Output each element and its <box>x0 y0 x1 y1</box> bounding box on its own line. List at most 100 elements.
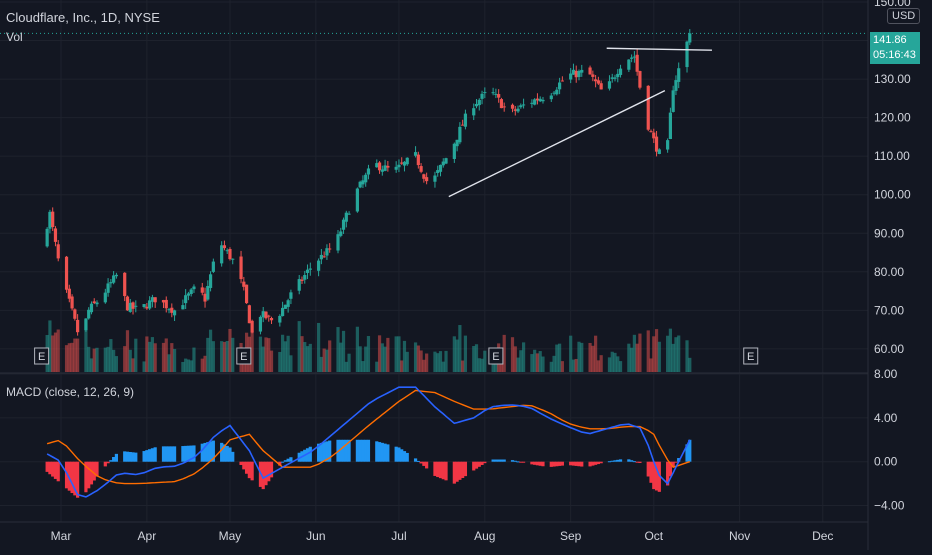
candle-body <box>497 94 501 98</box>
macd-hist-bar <box>463 461 468 477</box>
candle-body <box>125 296 130 311</box>
symbol-legend[interactable]: Cloudflare, Inc., 1D, NYSE <box>6 10 160 25</box>
candle-body <box>375 163 379 168</box>
volume-bar <box>305 346 310 372</box>
earnings-icon <box>743 347 759 365</box>
volume-bar <box>95 347 99 372</box>
volume-bar <box>142 361 146 372</box>
macd-hist-bar <box>383 443 387 462</box>
volume-bar <box>480 358 484 372</box>
candle-body <box>591 74 595 77</box>
candle-body <box>610 77 614 79</box>
volume-bar <box>319 356 323 372</box>
candle-body <box>134 305 138 307</box>
volume-bar <box>286 335 290 372</box>
macd-legend[interactable]: MACD (close, 12, 26, 9) <box>6 385 135 399</box>
candlesticks <box>45 29 692 336</box>
candle-body <box>67 288 71 299</box>
earnings-label: E <box>747 351 754 363</box>
volume-bar <box>668 328 672 372</box>
volume-bar <box>491 360 495 372</box>
candle-body <box>319 254 323 260</box>
volume-bar <box>106 346 110 372</box>
macd-hist-bar <box>521 461 526 463</box>
candle-body <box>510 104 515 109</box>
volume-bar <box>336 327 340 372</box>
macd-hist-bar <box>533 461 537 465</box>
macd-hist-bar <box>416 460 420 462</box>
volume-bar <box>206 337 210 372</box>
candle-body <box>671 90 675 112</box>
candle-body <box>364 174 368 183</box>
candle-body <box>289 292 293 299</box>
candle-body <box>128 302 132 312</box>
macd-hist-bar <box>203 442 207 462</box>
volume-bar <box>377 335 382 372</box>
price-tick-label: 80.00 <box>874 265 904 279</box>
last-price-badge: 141.86 05:16:43 <box>870 32 920 64</box>
macd-hist-bar <box>73 461 77 496</box>
candle-body <box>458 126 462 143</box>
candle-body <box>646 85 650 130</box>
macd-hist-bar <box>347 439 351 462</box>
candle-body <box>419 166 423 172</box>
currency-label[interactable]: USD <box>887 8 921 24</box>
volume-bar <box>569 335 573 372</box>
price-tick-label: 130.00 <box>874 72 911 86</box>
macd-hist-bar <box>610 460 614 462</box>
volume-bar <box>164 338 168 372</box>
volume-legend[interactable]: Vol <box>6 30 23 44</box>
candle-body <box>574 70 578 78</box>
macd-hist-bar <box>84 461 88 493</box>
volume-bar <box>64 345 69 372</box>
volume-bar <box>186 359 191 372</box>
macd-hist-bar <box>375 441 379 462</box>
candle-body <box>172 310 177 316</box>
volume-bar <box>463 335 468 372</box>
volume-bar <box>677 335 681 372</box>
macd-hist-bar <box>472 461 476 471</box>
candle-body <box>652 132 656 139</box>
candle-body <box>535 98 540 101</box>
candle-body <box>616 73 620 78</box>
volume-bar <box>519 350 523 372</box>
volume-bar <box>361 361 365 372</box>
macd-hist-bar <box>322 442 326 462</box>
candle-body <box>377 162 382 171</box>
volume-bar <box>344 361 348 372</box>
candle-body <box>170 307 174 313</box>
macd-hist-bar <box>128 451 132 462</box>
volume-bar <box>200 358 204 372</box>
volume-bar <box>341 330 346 372</box>
macd-hist-bar <box>164 446 168 462</box>
candle-body <box>109 282 113 284</box>
volume-bar <box>674 337 678 372</box>
macd-hist-bar <box>502 459 506 462</box>
macd-hist-bar <box>538 461 542 466</box>
volume-bar <box>203 355 207 372</box>
macd-hist-bar <box>67 461 71 491</box>
candle-body <box>308 268 312 270</box>
volume-bar <box>383 346 387 372</box>
volume-bar <box>577 341 581 372</box>
candle-body <box>394 166 398 170</box>
candle-body <box>413 152 418 156</box>
volume-bar <box>513 346 517 372</box>
volume-bar <box>538 351 542 372</box>
candle-body <box>635 54 639 72</box>
candle-body <box>92 301 96 304</box>
volume-bar <box>541 356 545 372</box>
macd-hist-bar <box>87 461 91 489</box>
macd-hist-bar <box>278 461 282 466</box>
volume-bar <box>325 349 329 372</box>
candle-body <box>123 272 127 297</box>
macd-hist-bar <box>461 461 465 478</box>
macd-hist-bar <box>366 439 371 462</box>
candle-body <box>571 69 576 75</box>
macd-hist-bar <box>649 461 653 483</box>
candle-body <box>521 104 526 106</box>
candle-body <box>269 318 274 321</box>
candle-body <box>56 244 60 259</box>
